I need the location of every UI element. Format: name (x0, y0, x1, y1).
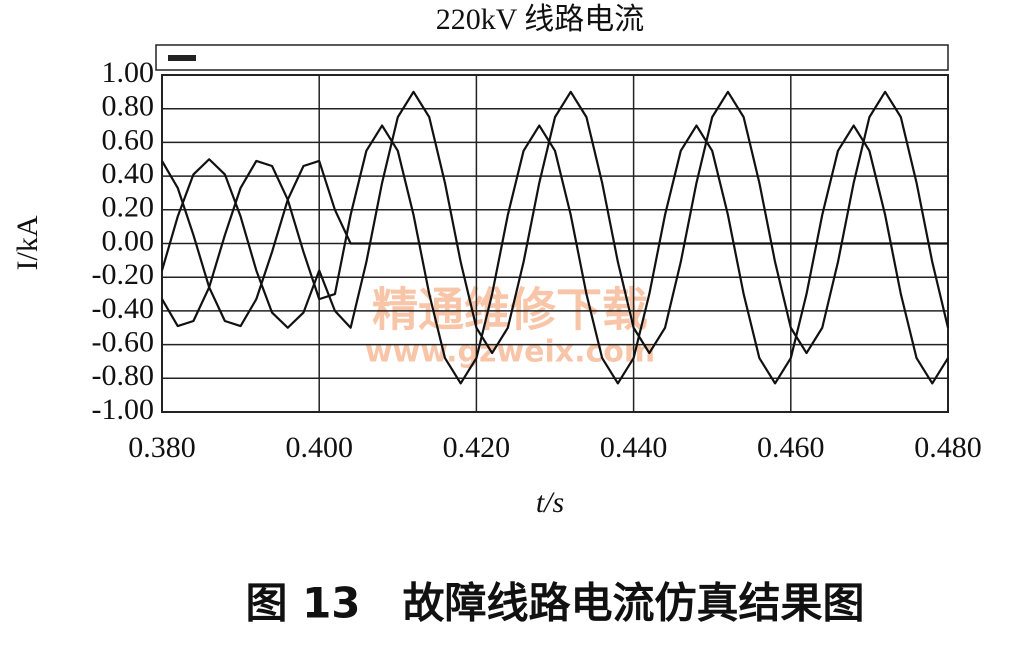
legend-box (155, 44, 949, 71)
y-tick-label: 0.60 (102, 123, 155, 156)
y-tick-label: 1.00 (102, 56, 155, 89)
y-tick-label: 0.00 (102, 224, 155, 257)
watermark: 精通维修下载 (372, 285, 648, 336)
caption: 图 13 故障线路电流仿真结果图 (245, 579, 864, 628)
series-line (161, 124, 949, 385)
series-line (160, 90, 950, 355)
y-tick-label: -1.00 (92, 393, 155, 426)
chart-title: 220kV 线路电流 (436, 3, 645, 36)
x-tick-label: 0.380 (128, 431, 196, 464)
y-tick-label: 0.20 (102, 191, 155, 224)
legend-icon (168, 55, 196, 61)
x-tick-label: 0.480 (914, 431, 982, 464)
x-tick-label: 0.440 (600, 431, 668, 464)
y-tick-label: -0.20 (92, 258, 155, 291)
x-tick-label: 0.400 (285, 431, 353, 464)
y-tick-label: 0.80 (102, 90, 155, 123)
y-tick-label: -0.80 (92, 359, 155, 392)
y-axis-label: I/kA (11, 215, 44, 270)
watermark: www.gzweix.com (365, 335, 655, 370)
x-axis-label: t/s (536, 486, 564, 519)
x-tick-label: 0.460 (757, 431, 825, 464)
x-tick-label: 0.420 (443, 431, 511, 464)
y-tick-label: -0.60 (92, 325, 155, 358)
y-tick-label: 0.40 (102, 157, 155, 190)
series-line (161, 159, 948, 328)
y-tick-label: -0.40 (92, 292, 155, 325)
